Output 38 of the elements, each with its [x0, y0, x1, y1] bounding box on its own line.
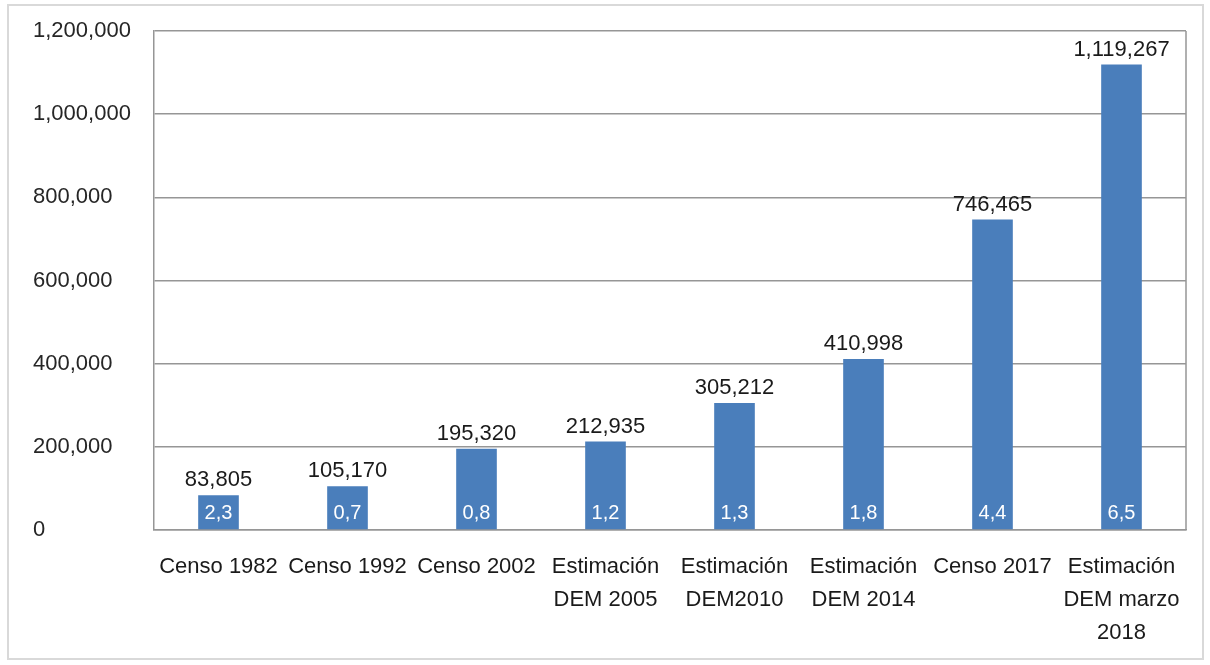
annotation: 2,3: [204, 500, 233, 523]
y-tick-label: 0: [33, 516, 46, 542]
annotation: 1,3: [720, 500, 749, 523]
bar: [456, 448, 497, 530]
bar: [843, 359, 884, 530]
annotation: 4,4: [978, 500, 1007, 523]
y-tick-label: 1,000,000: [33, 100, 131, 126]
data-label: 195,320: [436, 419, 517, 445]
annotation: 1,8: [849, 500, 878, 523]
y-tick-label: 800,000: [33, 183, 113, 209]
bar: [585, 441, 626, 530]
annotation: 1,2: [591, 500, 620, 523]
x-tick-label: Estimación DEM2010: [680, 552, 789, 611]
x-tick-label: Estimación DEM 2014: [809, 552, 918, 611]
data-label: 410,998: [823, 330, 904, 356]
bar: [714, 403, 755, 530]
y-tick-label: 200,000: [33, 432, 113, 458]
bar: [972, 219, 1013, 530]
x-tick-label: Censo 2002: [417, 552, 536, 578]
data-label: 105,170: [307, 457, 388, 483]
y-tick-label: 400,000: [33, 349, 113, 375]
data-label: 212,935: [565, 412, 646, 438]
data-label: 305,212: [694, 374, 775, 400]
data-label: 746,465: [952, 190, 1033, 216]
x-tick-label: Estimación DEM 2005: [551, 552, 660, 611]
x-tick-label: Censo 2017: [933, 552, 1052, 578]
annotation: 0,8: [462, 500, 491, 523]
annotation: 6,5: [1107, 500, 1136, 523]
x-tick-label: Estimación DEM marzo 2018: [1063, 552, 1180, 644]
data-label: 83,805: [184, 466, 253, 492]
annotation: 0,7: [333, 500, 362, 523]
bar: [327, 486, 368, 530]
data-label: 1,119,267: [1073, 35, 1170, 61]
y-tick-label: 600,000: [33, 266, 113, 292]
x-tick-label: Censo 1992: [288, 552, 407, 578]
y-tick-label: 1,200,000: [33, 17, 131, 43]
bar: [1101, 64, 1142, 530]
x-tick-label: Censo 1982: [159, 552, 278, 578]
